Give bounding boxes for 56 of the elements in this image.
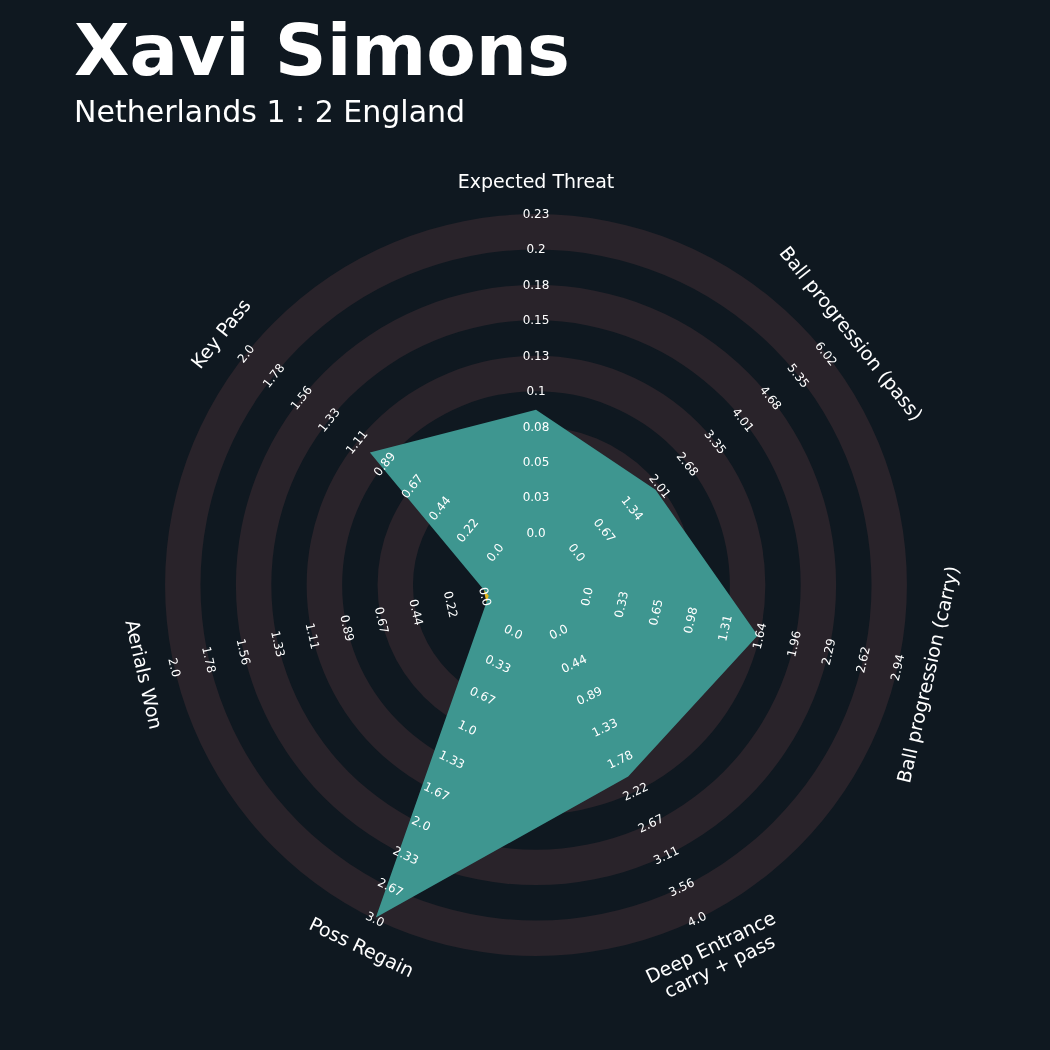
text: 0.18 (522, 277, 550, 292)
text: 0.0 (526, 525, 546, 540)
text: 1.33 (268, 629, 288, 659)
text: 0.23 (522, 207, 550, 222)
text: 0.05 (522, 454, 550, 469)
text: 0.03 (522, 490, 550, 505)
text: 0.0 (501, 621, 525, 643)
text: 2.0 (165, 656, 184, 679)
text: 1.56 (233, 637, 254, 667)
text: 3.56 (666, 875, 697, 900)
spoke-label: Expected Threat (457, 170, 615, 193)
text: 0.33 (611, 589, 632, 620)
text: 0.89 (574, 683, 605, 708)
text: 1.31 (715, 613, 735, 643)
text: 0.1 (526, 384, 546, 399)
spoke-label: Aerials Won (121, 617, 168, 732)
text: 0.65 (646, 597, 666, 627)
text: 2.67 (635, 811, 666, 836)
text: 1.33 (436, 747, 467, 772)
text: 2.29 (818, 637, 839, 667)
text: 0.67 (371, 605, 392, 635)
text: 0.0 (547, 621, 571, 643)
text: 0.89 (337, 613, 357, 643)
text: 1.0 (455, 717, 479, 739)
text: 0.67 (467, 683, 498, 708)
text: 0.08 (522, 419, 550, 434)
text: 1.11 (302, 621, 323, 651)
text: 0.44 (558, 651, 590, 677)
text: 0.22 (440, 589, 461, 620)
text: 1.96 (784, 629, 804, 659)
text: 2.22 (620, 779, 651, 804)
text: 2.67 (375, 875, 406, 900)
text: 0.98 (680, 605, 701, 635)
text: 1.78 (199, 645, 219, 675)
text: 2.94 (887, 652, 908, 683)
text: 0.33 (482, 651, 514, 677)
text: 2.62 (853, 645, 873, 675)
chart-title: Xavi Simons (74, 8, 570, 92)
text: 1.33 (589, 715, 620, 740)
text: 0.0 (577, 585, 596, 608)
text: 1.64 (749, 621, 770, 651)
text: 1.67 (421, 779, 452, 804)
text: 2.0 (234, 341, 258, 366)
text: 2.33 (390, 843, 421, 868)
text: 3.11 (651, 843, 682, 868)
chart-subtitle: Netherlands 1 : 2 England (74, 94, 466, 129)
text: 2.0 (409, 813, 433, 834)
text: 0.44 (406, 597, 426, 627)
text: 0.15 (522, 313, 550, 328)
text: 0.13 (522, 348, 550, 363)
text: 3.0 (363, 908, 387, 930)
text: 0.0 (483, 540, 507, 565)
text: 0.0 (565, 540, 589, 565)
text: 1.78 (605, 747, 636, 772)
text: 0.2 (526, 242, 546, 257)
text: 0.0 (476, 585, 495, 608)
